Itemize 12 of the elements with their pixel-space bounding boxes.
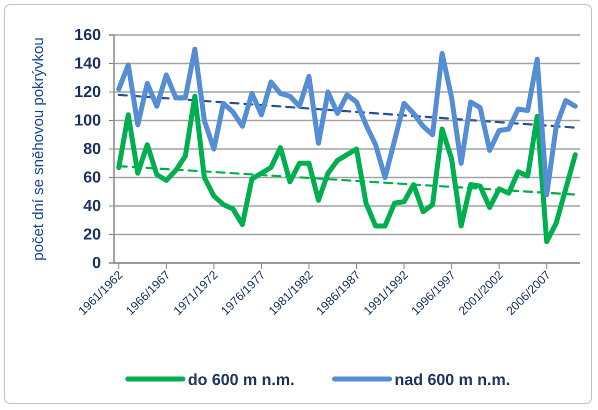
legend-label: do 600 m n.m. — [188, 372, 295, 389]
y-tick-label: 60 — [83, 170, 102, 187]
y-tick-label: 100 — [74, 112, 102, 130]
y-tick-label: 0 — [92, 255, 102, 272]
y-tick-label: 40 — [83, 198, 102, 216]
y-tick-label: 20 — [83, 226, 102, 244]
legend-label: nad 600 m n.m. — [394, 372, 510, 389]
y-tick-label: 160 — [74, 27, 102, 44]
y-tick-label: 80 — [83, 141, 102, 158]
y-axis-title: počet dní se sněhovou pokrývkou — [30, 37, 47, 261]
y-tick-label: 140 — [74, 56, 102, 73]
y-tick-label: 120 — [74, 84, 102, 102]
